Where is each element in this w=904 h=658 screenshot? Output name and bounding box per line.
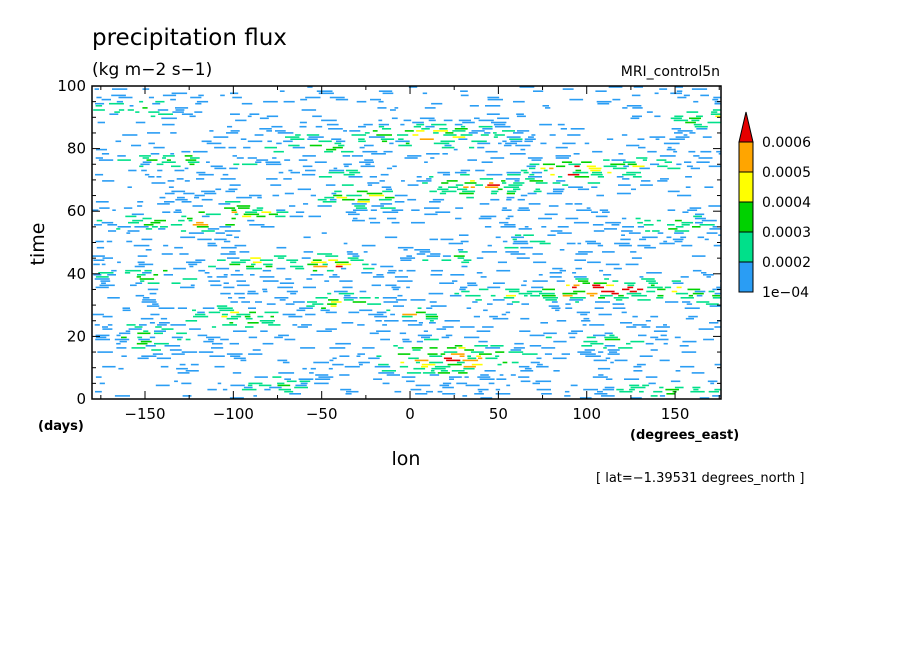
y-tick-label: 60: [67, 202, 86, 220]
y-tick-label: 20: [67, 327, 86, 345]
x-tick-label: 100: [572, 405, 601, 423]
x-tick-label: −150: [124, 405, 165, 423]
y-axis-units: (days): [38, 419, 84, 434]
colorbar-level-label: 0.0006: [762, 135, 811, 151]
y-tick-label: 0: [76, 390, 86, 408]
latitude-footnote: [ lat=−1.39531 degrees_north ]: [596, 471, 804, 486]
x-tick-label: 150: [661, 405, 690, 423]
x-tick-label: 0: [405, 405, 415, 423]
colorbar-level-label: 1e−04: [762, 285, 809, 301]
x-tick-label: 50: [489, 405, 508, 423]
y-tick-label: 40: [67, 265, 86, 283]
precip-field: [92, 86, 721, 399]
colorbar-extend-arrow: [738, 111, 754, 143]
colorbar-level-label: 0.0004: [762, 195, 811, 211]
plot-area: −150 −100 −50 0 50 100 150 0 20 40 60 80 100: [57, 77, 722, 423]
colorbar-swatch: [738, 231, 754, 263]
colorbar-level-label: 0.0005: [762, 165, 811, 181]
x-axis-ticks: −150 −100 −50 0 50 100 150: [100, 86, 720, 423]
colorbar-swatch: [738, 141, 754, 173]
colorbar-level-label: 0.0002: [762, 255, 811, 271]
y-axis-ticks: 0 20 40 60 80 100: [57, 77, 721, 408]
x-axis-units: (degrees_east): [630, 428, 739, 443]
y-tick-label: 100: [57, 77, 86, 95]
chart-units: (kg m−2 s−1): [92, 60, 212, 80]
x-axis-label: lon: [392, 448, 421, 470]
y-tick-label: 80: [67, 140, 86, 158]
chart-title: precipitation flux: [92, 25, 287, 51]
colorbar: 1e−04 0.0002 0.0003 0.0004 0.0005 0.0006: [738, 111, 811, 301]
dataset-label: MRI_control5n: [621, 64, 720, 80]
colorbar-swatch: [738, 261, 754, 293]
colorbar-level-label: 0.0003: [762, 225, 811, 241]
colorbar-swatch: [738, 171, 754, 203]
colorbar-swatch: [738, 201, 754, 233]
x-tick-label: −100: [213, 405, 254, 423]
x-tick-label: −50: [306, 405, 338, 423]
y-axis-label: time: [27, 223, 49, 266]
